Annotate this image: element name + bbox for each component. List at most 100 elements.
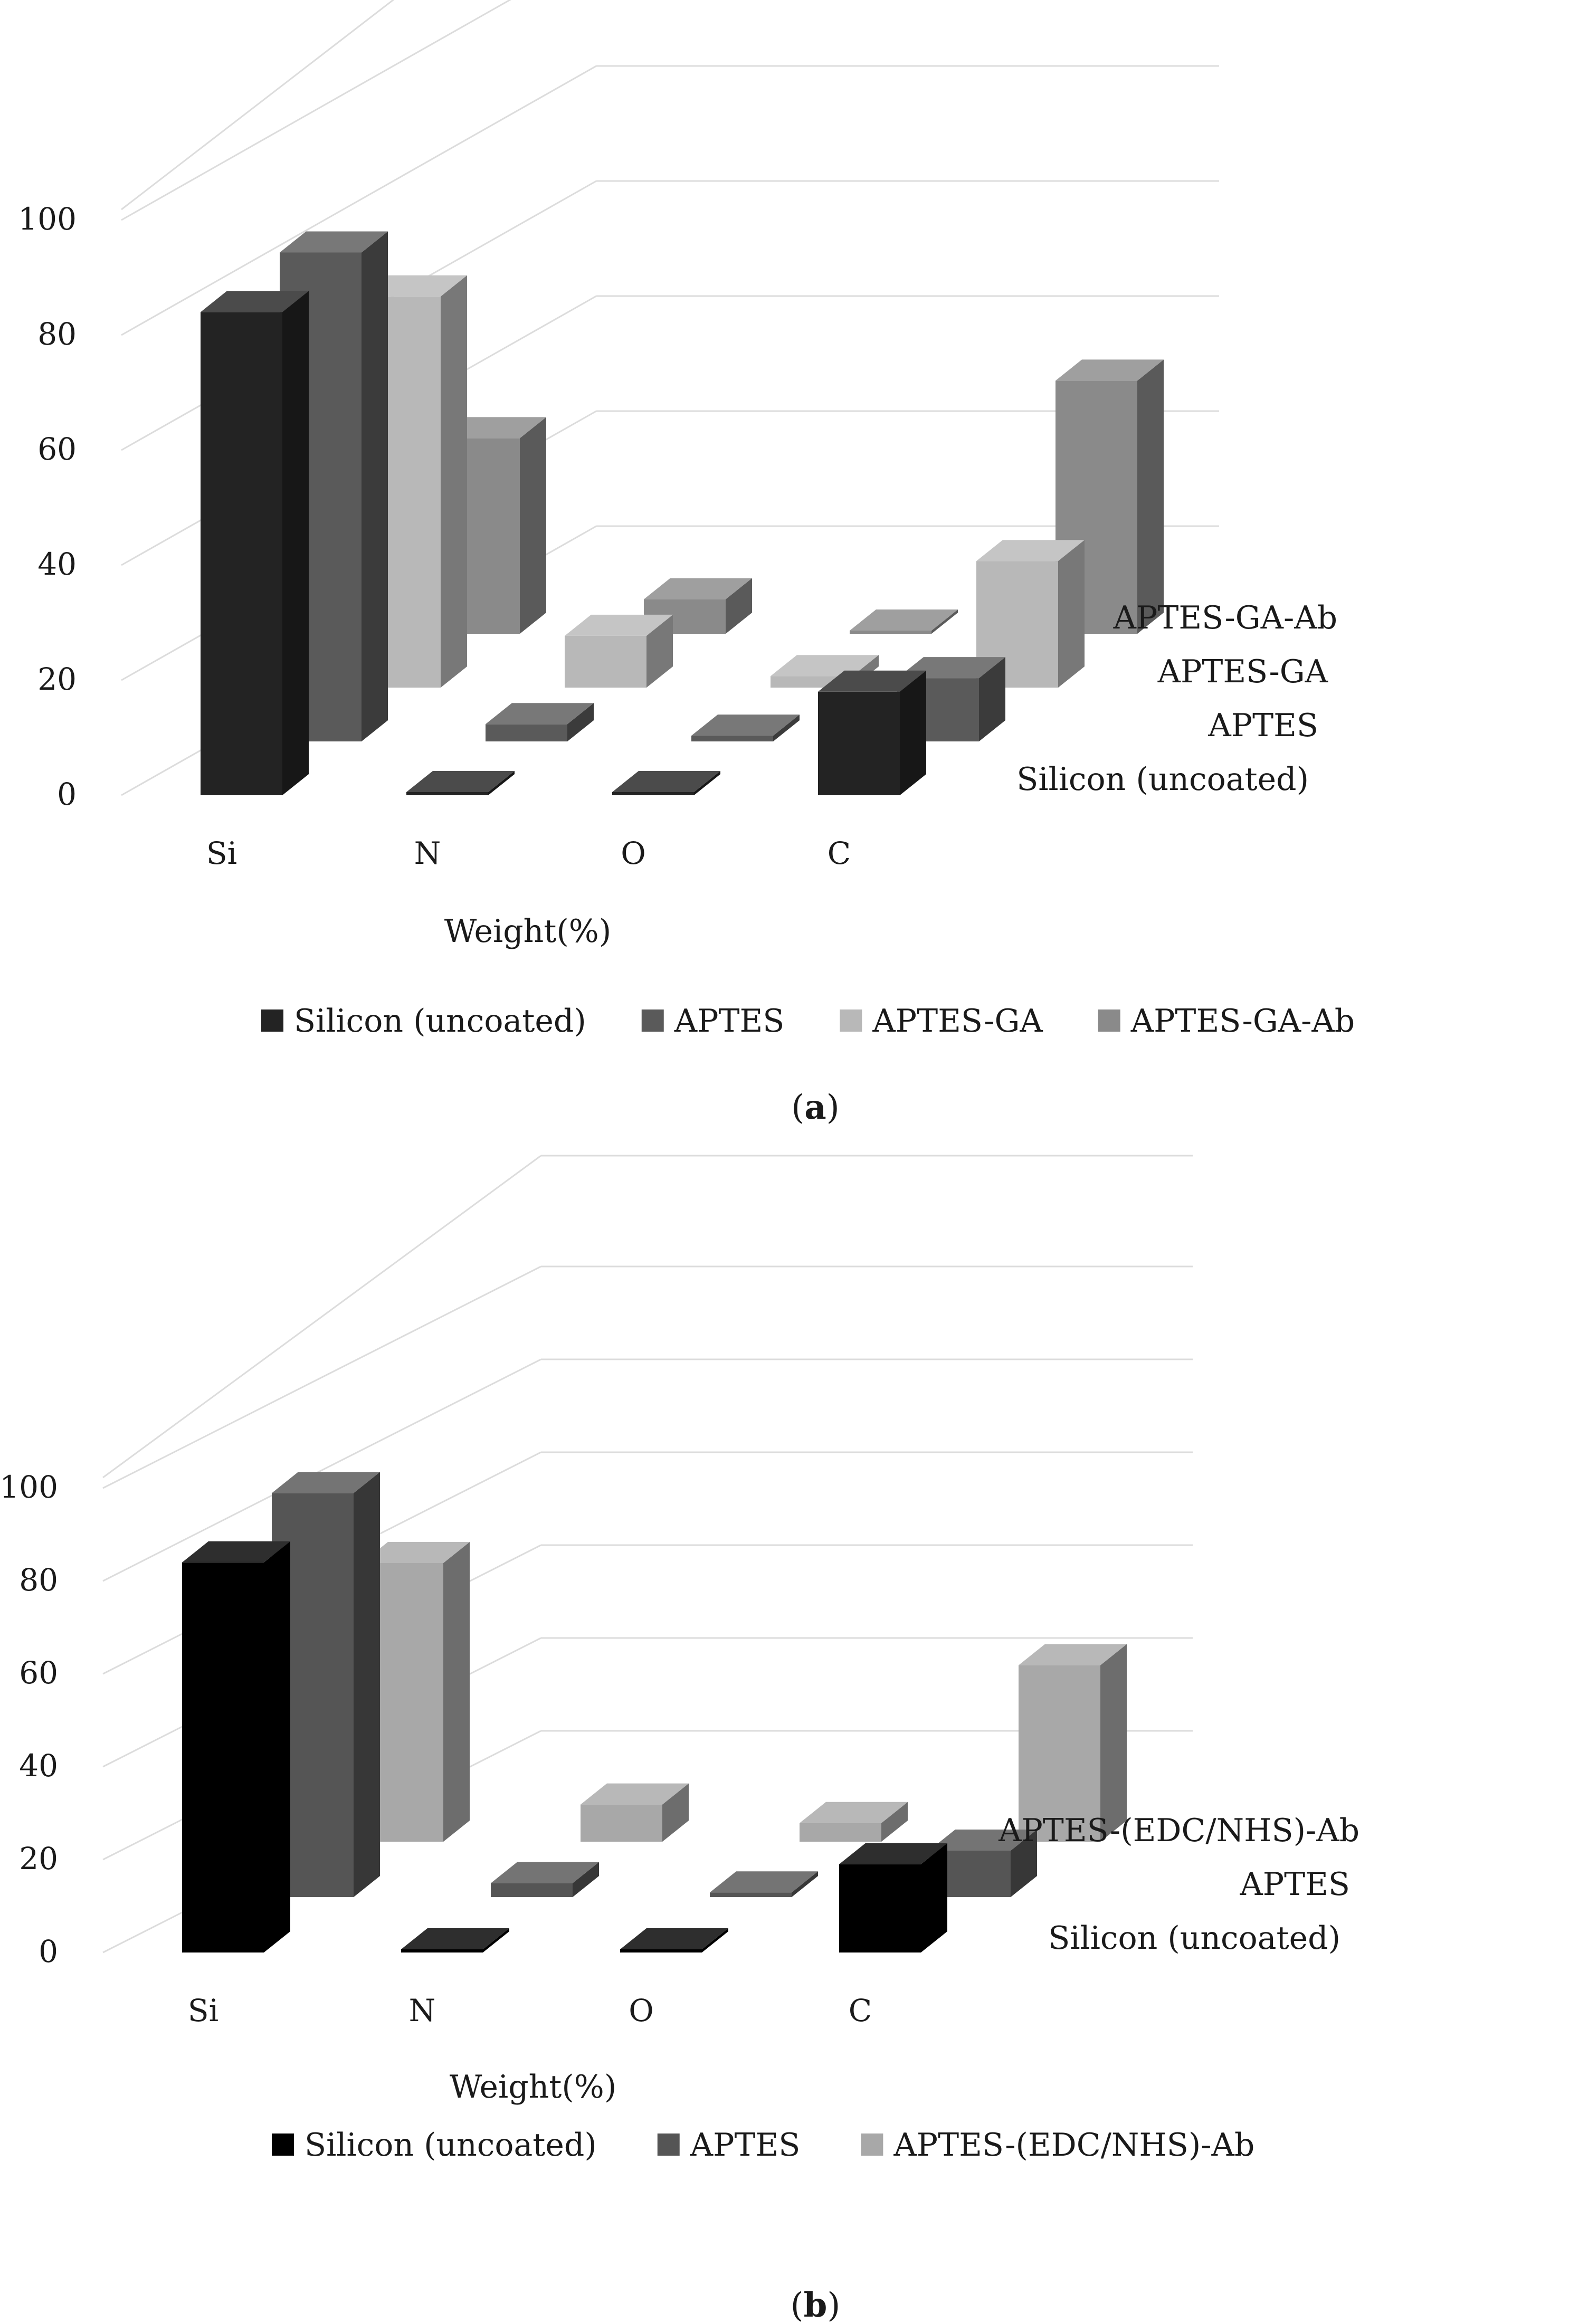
- chart-b: 0 20 40 60 80 100 Si N O C Silicon (uncoated) APTES…: [0, 1155, 1359, 2324]
- gridline-diagonal: [102, 1155, 541, 1479]
- bar-silicon-uncoated--c: [818, 670, 926, 795]
- bar-front: [491, 1883, 573, 1897]
- gridline-diagonal: [121, 65, 597, 336]
- bar-side: [362, 231, 388, 741]
- bar-front: [620, 1949, 702, 1952]
- gridline-diagonal: [102, 1358, 541, 1582]
- legend-swatch: [641, 1009, 664, 1032]
- bar-top: [612, 771, 720, 792]
- bar-aptes-edc-nhs-ab-o: [800, 1802, 908, 1842]
- bar-top: [620, 1928, 728, 1949]
- legend-swatch: [1098, 1009, 1120, 1032]
- gridline-diagonal: [102, 1265, 541, 1489]
- bar-front: [201, 312, 282, 795]
- bar-front: [818, 691, 900, 795]
- bar-top: [1019, 1644, 1127, 1665]
- bar-silicon-uncoated--si: [182, 1541, 290, 1952]
- bar-aptes-edc-nhs-ab-c: [1019, 1644, 1127, 1842]
- bar-side: [1011, 1830, 1037, 1897]
- x-category-label: Si: [206, 835, 237, 871]
- y-tick-label: 20: [37, 661, 77, 697]
- bar-front: [182, 1562, 264, 1952]
- y-tick-label: 0: [39, 1934, 58, 1969]
- bar-front: [691, 736, 773, 741]
- y-tick-label: 20: [19, 1841, 58, 1877]
- bar-silicon-uncoated--c: [839, 1843, 947, 1952]
- bar-top: [818, 670, 926, 692]
- legend-swatch: [272, 2133, 294, 2156]
- series-axis-label: APTES: [1207, 707, 1318, 744]
- bar-top: [976, 540, 1085, 561]
- bar-side: [483, 1928, 509, 1952]
- bar-side: [567, 703, 594, 741]
- bar-aptes-o: [691, 715, 800, 741]
- bar-side: [773, 715, 800, 741]
- legend-label: Silicon (uncoated): [305, 2127, 597, 2164]
- bar-front: [850, 631, 931, 634]
- bar-front: [486, 724, 567, 741]
- bar-top: [581, 1783, 689, 1805]
- bar-silicon-uncoated--si: [201, 291, 309, 795]
- bar-top: [362, 1542, 470, 1563]
- bar-side: [726, 578, 752, 634]
- gridline-diagonal: [121, 0, 395, 211]
- x-axis-title: Weight(%): [450, 2069, 616, 2106]
- y-tick-label: 100: [18, 201, 77, 237]
- bar-top: [839, 1843, 947, 1864]
- bar-top: [201, 291, 309, 312]
- bar-side: [900, 670, 926, 795]
- series-axis-label: APTES-GA-Ab: [1113, 599, 1337, 636]
- bar-aptes-ga-n: [565, 614, 673, 688]
- bar-top: [565, 614, 673, 636]
- bar-silicon-uncoated--o: [620, 1928, 728, 1952]
- legend-label: APTES-GA: [872, 1003, 1043, 1040]
- bar-side: [441, 275, 467, 688]
- y-tick-label: 80: [19, 1562, 58, 1598]
- x-category-label: Si: [188, 1993, 218, 2028]
- x-category-label: C: [849, 1993, 872, 2028]
- legend-label: APTES: [690, 2127, 801, 2164]
- y-tick-label: 40: [19, 1748, 58, 1784]
- x-category-label: C: [828, 835, 851, 871]
- series-axis-label: APTES-(EDC/NHS)-Ab: [998, 1812, 1359, 1849]
- bar-side: [646, 614, 673, 688]
- bar-silicon-uncoated--n: [406, 771, 515, 795]
- bar-side: [1058, 540, 1085, 688]
- bar-front: [800, 1823, 881, 1842]
- bar-top: [1056, 359, 1164, 381]
- chart-a: 0 20 40 60 80 100 Si N O C Silicon (uncoated) APTES…: [18, 0, 1355, 1127]
- bar-front: [710, 1892, 792, 1897]
- bar-side: [488, 771, 515, 795]
- bar-top: [406, 771, 515, 792]
- legend-label: APTES: [674, 1003, 785, 1040]
- bar-top: [486, 703, 594, 725]
- bar-top: [929, 1830, 1037, 1851]
- bar-aptes-ga-c: [976, 540, 1085, 688]
- legend-swatch: [861, 2133, 883, 2156]
- bar-side: [792, 1871, 818, 1897]
- bar-side: [921, 1843, 947, 1952]
- bar-aptes-n: [486, 703, 594, 741]
- bar-front: [839, 1864, 921, 1952]
- y-tick-label: 0: [57, 776, 77, 812]
- y-tick-label: 100: [0, 1469, 58, 1505]
- bar-front: [565, 635, 646, 688]
- x-category-label: N: [409, 1993, 436, 2028]
- bar-aptes-ga-ab-n: [644, 578, 752, 634]
- bar-side: [573, 1862, 599, 1897]
- bar-front: [581, 1804, 662, 1842]
- bar-side: [354, 1472, 380, 1897]
- legend-swatch: [657, 2133, 680, 2156]
- bar-silicon-uncoated--o: [612, 771, 720, 795]
- legend-swatch: [840, 1009, 862, 1032]
- bar-aptes-edc-nhs-ab-n: [581, 1783, 689, 1842]
- bar-side: [520, 417, 546, 634]
- legend-label: APTES-GA-Ab: [1130, 1003, 1355, 1040]
- bar-side: [694, 771, 720, 795]
- gridline-diagonal: [121, 0, 511, 221]
- bar-side: [702, 1928, 728, 1952]
- y-tick-label: 60: [19, 1655, 58, 1691]
- y-tick-label: 80: [37, 316, 77, 352]
- x-category-label: O: [629, 1993, 654, 2028]
- legend-label: Silicon (uncoated): [294, 1003, 586, 1040]
